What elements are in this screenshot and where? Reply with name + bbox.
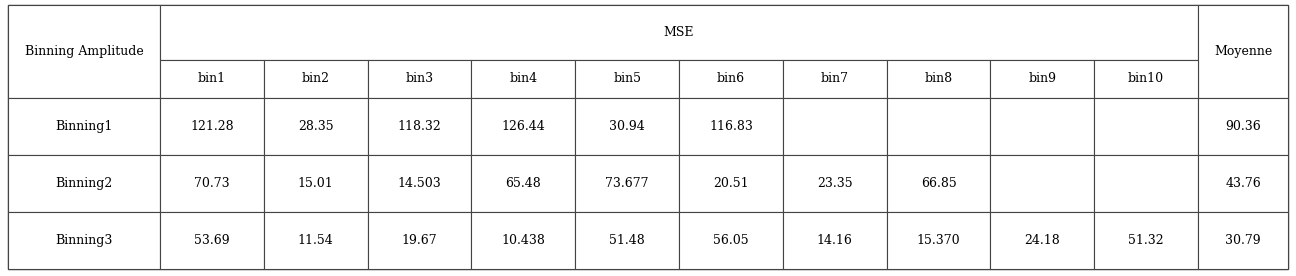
Bar bbox=[8, 212, 159, 269]
Bar bbox=[1094, 155, 1198, 212]
Text: Binning1: Binning1 bbox=[56, 120, 113, 133]
Bar bbox=[1198, 212, 1288, 269]
Text: bin8: bin8 bbox=[924, 73, 953, 86]
Bar bbox=[575, 60, 679, 98]
Bar bbox=[990, 98, 1094, 155]
Bar bbox=[264, 98, 368, 155]
Bar bbox=[1198, 98, 1288, 155]
Text: 14.16: 14.16 bbox=[816, 234, 853, 247]
Text: Binning3: Binning3 bbox=[56, 234, 113, 247]
Text: 51.48: 51.48 bbox=[609, 234, 645, 247]
Bar bbox=[368, 155, 472, 212]
Text: bin6: bin6 bbox=[717, 73, 745, 86]
Bar bbox=[1198, 5, 1288, 98]
Bar bbox=[159, 155, 264, 212]
Text: 126.44: 126.44 bbox=[502, 120, 546, 133]
Text: bin5: bin5 bbox=[613, 73, 642, 86]
Text: 73.677: 73.677 bbox=[605, 177, 649, 190]
Bar bbox=[783, 212, 886, 269]
Text: MSE: MSE bbox=[664, 26, 695, 39]
Bar bbox=[1094, 212, 1198, 269]
Bar bbox=[575, 98, 679, 155]
Text: 19.67: 19.67 bbox=[402, 234, 437, 247]
Bar bbox=[783, 60, 886, 98]
Bar bbox=[1094, 60, 1198, 98]
Bar bbox=[159, 212, 264, 269]
Text: 56.05: 56.05 bbox=[713, 234, 749, 247]
Text: 43.76: 43.76 bbox=[1225, 177, 1261, 190]
Bar bbox=[679, 212, 783, 269]
Text: 28.35: 28.35 bbox=[298, 120, 333, 133]
Bar bbox=[1094, 98, 1198, 155]
Bar bbox=[886, 60, 990, 98]
Bar bbox=[264, 212, 368, 269]
Bar bbox=[990, 155, 1094, 212]
Bar bbox=[886, 98, 990, 155]
Bar bbox=[886, 155, 990, 212]
Bar bbox=[679, 98, 783, 155]
Bar bbox=[575, 212, 679, 269]
Bar bbox=[472, 98, 575, 155]
Text: 70.73: 70.73 bbox=[194, 177, 229, 190]
Bar bbox=[368, 60, 472, 98]
Bar bbox=[679, 155, 783, 212]
Bar bbox=[472, 212, 575, 269]
Text: bin3: bin3 bbox=[406, 73, 434, 86]
Text: 121.28: 121.28 bbox=[191, 120, 233, 133]
Bar bbox=[472, 155, 575, 212]
Text: 116.83: 116.83 bbox=[709, 120, 753, 133]
Bar bbox=[159, 98, 264, 155]
Text: bin9: bin9 bbox=[1028, 73, 1056, 86]
Text: 23.35: 23.35 bbox=[816, 177, 853, 190]
Text: 118.32: 118.32 bbox=[398, 120, 442, 133]
Bar bbox=[575, 155, 679, 212]
Bar bbox=[159, 5, 1198, 60]
Text: 15.01: 15.01 bbox=[298, 177, 333, 190]
Text: bin1: bin1 bbox=[198, 73, 226, 86]
Text: 11.54: 11.54 bbox=[298, 234, 333, 247]
Bar bbox=[368, 98, 472, 155]
Bar bbox=[990, 60, 1094, 98]
Bar bbox=[264, 60, 368, 98]
Text: 65.48: 65.48 bbox=[505, 177, 542, 190]
Bar bbox=[159, 60, 264, 98]
Text: 51.32: 51.32 bbox=[1129, 234, 1164, 247]
Text: 66.85: 66.85 bbox=[920, 177, 956, 190]
Text: bin4: bin4 bbox=[509, 73, 538, 86]
Text: 53.69: 53.69 bbox=[194, 234, 229, 247]
Text: 14.503: 14.503 bbox=[398, 177, 442, 190]
Text: Binning2: Binning2 bbox=[56, 177, 113, 190]
Text: 30.94: 30.94 bbox=[609, 120, 645, 133]
Text: Binning Amplitude: Binning Amplitude bbox=[25, 45, 144, 58]
Text: 30.79: 30.79 bbox=[1225, 234, 1261, 247]
Text: Moyenne: Moyenne bbox=[1214, 45, 1273, 58]
Text: 90.36: 90.36 bbox=[1225, 120, 1261, 133]
Text: bin2: bin2 bbox=[302, 73, 329, 86]
Text: bin7: bin7 bbox=[820, 73, 849, 86]
Bar bbox=[8, 155, 159, 212]
Bar bbox=[264, 155, 368, 212]
Bar bbox=[783, 155, 886, 212]
Text: 10.438: 10.438 bbox=[502, 234, 546, 247]
Text: 24.18: 24.18 bbox=[1024, 234, 1060, 247]
Bar bbox=[783, 98, 886, 155]
Bar bbox=[886, 212, 990, 269]
Bar bbox=[679, 60, 783, 98]
Bar bbox=[8, 5, 159, 98]
Text: 15.370: 15.370 bbox=[916, 234, 960, 247]
Text: bin10: bin10 bbox=[1128, 73, 1164, 86]
Bar bbox=[1198, 155, 1288, 212]
Text: 20.51: 20.51 bbox=[713, 177, 749, 190]
Bar bbox=[990, 212, 1094, 269]
Bar bbox=[472, 60, 575, 98]
Bar bbox=[368, 212, 472, 269]
Bar bbox=[8, 98, 159, 155]
